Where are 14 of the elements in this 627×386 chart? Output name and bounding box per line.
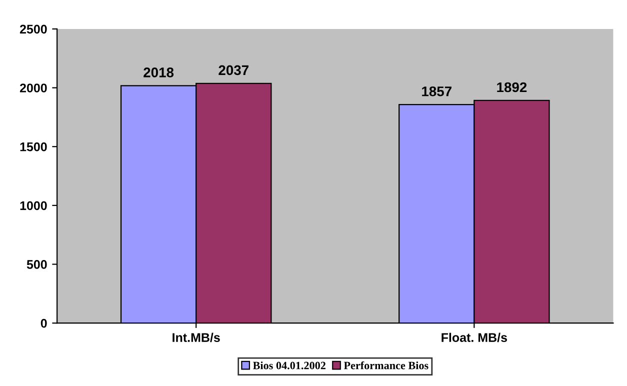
data-label: 2037 xyxy=(218,65,248,76)
x-tick-label: Int.MB/s xyxy=(172,332,220,342)
y-tick-label: 1000 xyxy=(20,201,47,210)
y-tick-label: 2000 xyxy=(20,84,47,92)
data-label: 2018 xyxy=(144,68,174,78)
data-label: 1857 xyxy=(422,86,452,96)
data-label: 1892 xyxy=(497,82,527,92)
y-tick-label: 2500 xyxy=(20,24,47,34)
y-tick-label: 0 xyxy=(40,318,47,328)
legend-label: Performance Bios xyxy=(344,361,428,370)
y-tick-label: 1500 xyxy=(20,142,47,152)
x-tick-label: Float. MB/s xyxy=(442,332,507,342)
y-tick-label: 500 xyxy=(26,260,47,269)
legend-label: Bios 04.01.2002 xyxy=(252,361,326,370)
